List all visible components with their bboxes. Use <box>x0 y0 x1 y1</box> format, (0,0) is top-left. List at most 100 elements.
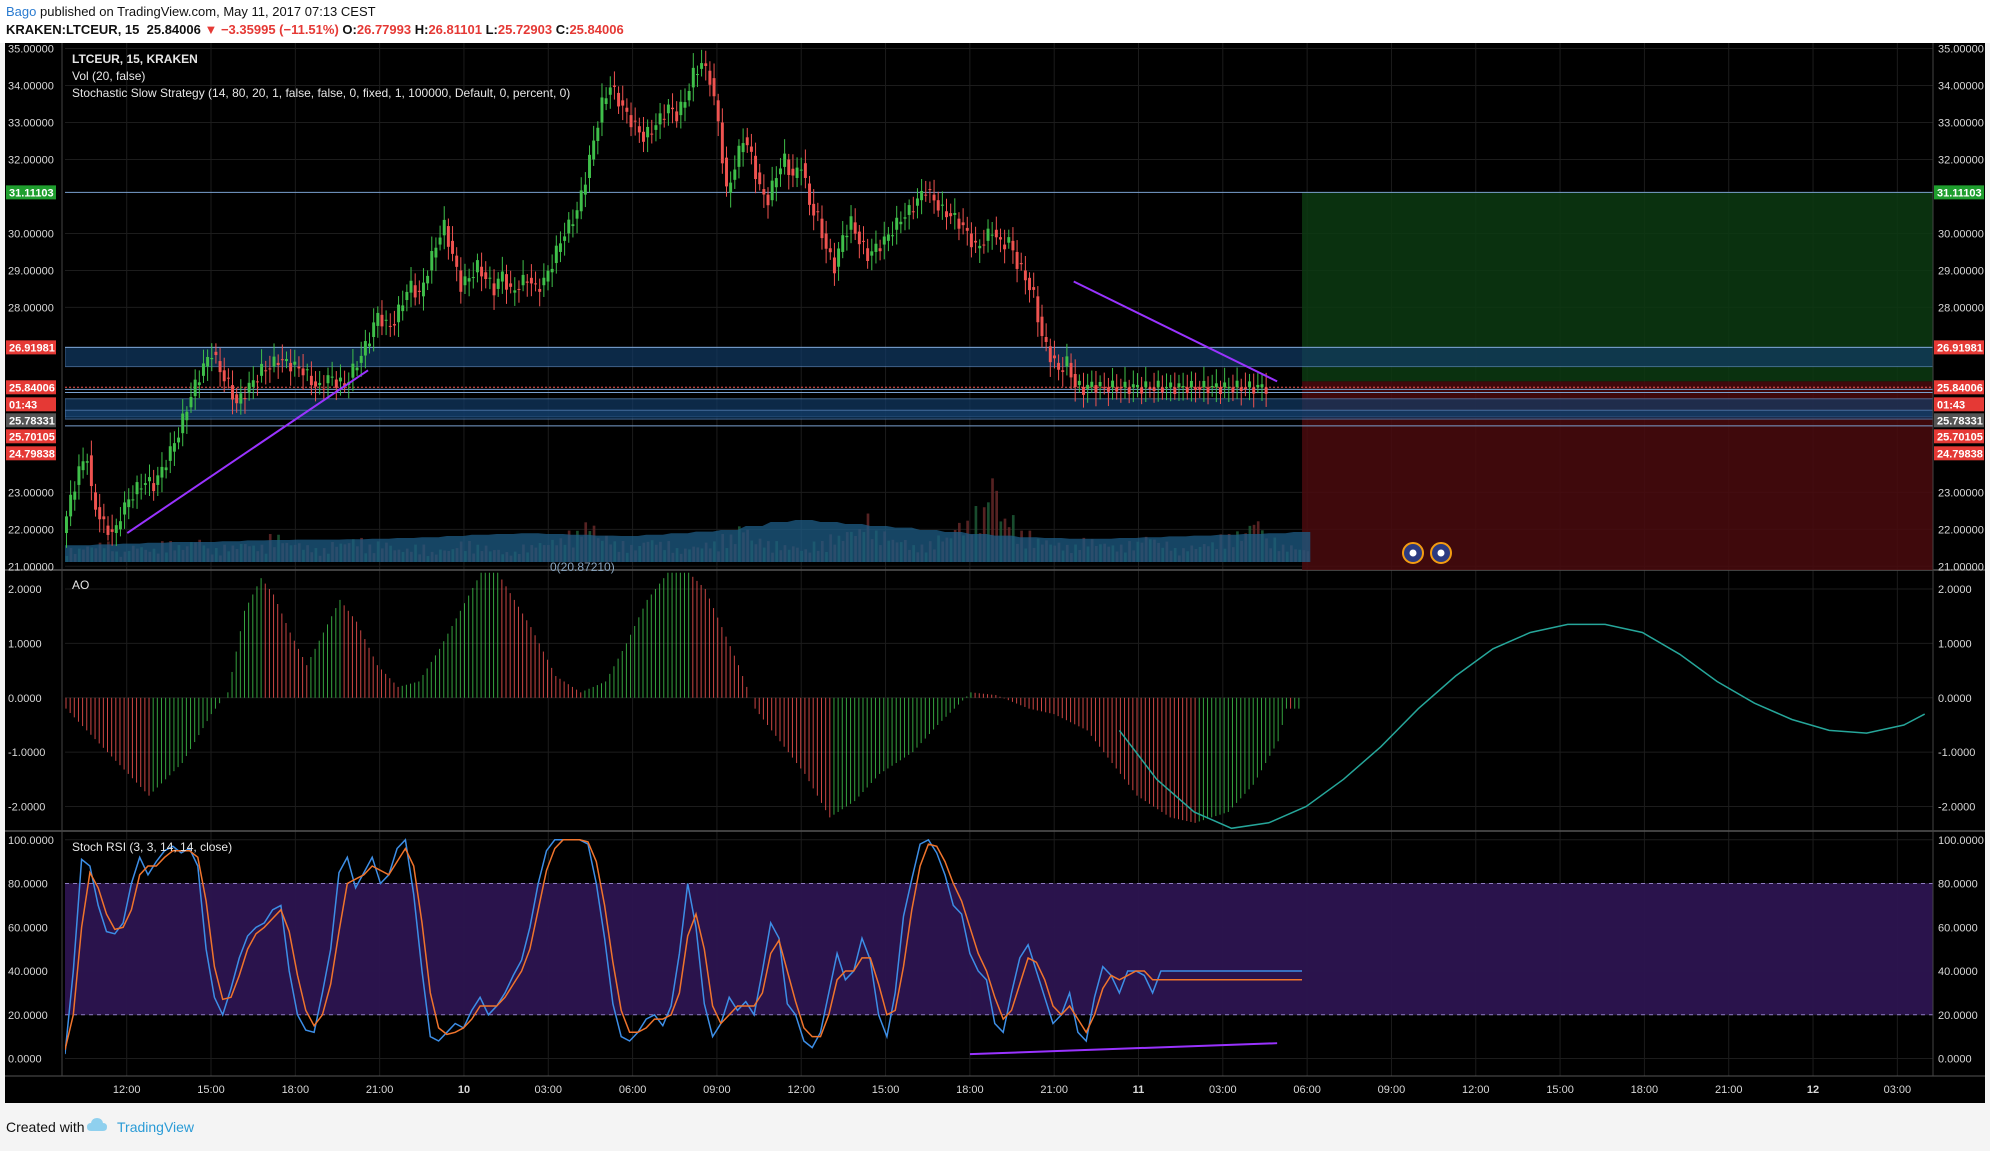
axis-tick-label-right: 23.00000 <box>1938 487 1984 499</box>
candle-body <box>65 516 68 534</box>
candle-body <box>197 382 201 386</box>
candle-body <box>426 275 430 284</box>
candle-body <box>434 247 438 258</box>
candle-body <box>276 362 280 366</box>
candle-body <box>181 413 185 434</box>
candle-body <box>1185 387 1189 394</box>
candle-body <box>446 226 450 247</box>
tradingview-cloud-icon <box>87 1118 107 1131</box>
alert-icon-dot <box>1409 549 1417 557</box>
candle-body <box>774 178 778 188</box>
candle-body <box>816 211 820 213</box>
candle-body <box>463 276 467 286</box>
x-axis-tick-label: 09:00 <box>703 1084 731 1096</box>
candle-body <box>218 361 222 373</box>
candle-body <box>778 168 782 175</box>
axis-tick-label-left: 30.00000 <box>8 228 54 240</box>
price-badge-right <box>1934 185 1984 200</box>
candle-body <box>1169 382 1173 388</box>
last-price: 25.84006 <box>146 22 201 37</box>
legend-volume: Vol (20, false) <box>72 69 145 83</box>
candle-body <box>293 361 297 365</box>
candle-body <box>675 111 679 122</box>
candle-body <box>1048 346 1052 363</box>
candle-body <box>754 155 758 180</box>
open-label: O: <box>342 22 357 37</box>
candle-body <box>172 443 176 452</box>
candle-body <box>1127 387 1131 394</box>
candle-body <box>803 163 807 178</box>
candle-body <box>442 219 446 236</box>
candle-body <box>575 210 579 219</box>
candle-body <box>301 368 305 376</box>
candle-body <box>517 288 521 290</box>
alert-icons[interactable] <box>1402 542 1452 564</box>
stoch-band-fill <box>65 883 1933 1015</box>
legend-strategy: Stochastic Slow Strategy (14, 80, 20, 1,… <box>72 86 570 100</box>
price-badge-right <box>1934 413 1984 428</box>
horizontal-band <box>65 409 1933 420</box>
candle-body <box>1023 270 1027 281</box>
candle-body <box>322 388 326 390</box>
candle-body <box>662 118 666 120</box>
author-link[interactable]: Bago <box>6 4 37 19</box>
candle-body <box>421 282 425 297</box>
candle-body <box>368 343 371 347</box>
candle-body <box>1082 386 1085 395</box>
legend-symbol: LTCEUR, 15, KRAKEN <box>72 52 198 66</box>
candle-body <box>73 491 77 500</box>
candle-body <box>554 245 558 264</box>
candle-body <box>650 133 654 135</box>
candle-body <box>928 189 932 191</box>
candle-body <box>546 270 550 282</box>
legend-ao: AO <box>72 578 89 592</box>
candle-body <box>384 319 388 321</box>
axis-tick-label-right: 21.00000 <box>1938 561 1984 573</box>
candle-body <box>1248 381 1252 388</box>
candle-body <box>251 380 255 387</box>
candle-body <box>1003 244 1007 250</box>
candle-body <box>604 98 608 105</box>
price-badge-text-left: 24.79838 <box>9 448 55 460</box>
candle-body <box>1239 387 1243 392</box>
candle-body <box>231 385 234 400</box>
candle-body <box>1119 387 1123 389</box>
axis-tick-label-left: 34.00000 <box>8 81 54 93</box>
candle-body <box>1264 387 1268 394</box>
candle-body <box>1131 384 1135 388</box>
axis-tick-label-left: 40.0000 <box>8 966 48 978</box>
trendline <box>126 369 369 534</box>
candle-body <box>1140 387 1144 394</box>
candle-body <box>280 359 284 361</box>
candle-body <box>712 78 716 97</box>
candle-body <box>886 234 890 241</box>
ohlc-line: KRAKEN:LTCEUR, 15 25.84006 ▼ −3.35995 (−… <box>6 22 624 37</box>
candle-body <box>226 377 230 379</box>
candle-body <box>1019 263 1023 265</box>
candle-body <box>521 274 525 286</box>
candle-body <box>982 244 986 246</box>
candle-body <box>513 290 517 293</box>
candle-body <box>1227 387 1231 389</box>
candle-body <box>1198 387 1202 391</box>
horizontal-band <box>65 346 1933 368</box>
candle-body <box>1036 296 1040 323</box>
candle-body <box>397 304 401 323</box>
chart-svg[interactable]: 35.00000 35.00000 34.00000 34.00000 33.00000… <box>5 43 1985 1103</box>
candlestick-series <box>65 49 1268 548</box>
candle-body <box>994 229 998 238</box>
chart-area[interactable]: 35.00000 35.00000 34.00000 34.00000 33.00000… <box>5 43 1985 1103</box>
low-label: L: <box>485 22 498 37</box>
candle-body <box>1206 387 1210 394</box>
candle-body <box>1073 373 1077 388</box>
legend-stoch-rsi: Stoch RSI (3, 3, 14, 14, close) <box>72 840 232 854</box>
volume-bar <box>991 478 994 562</box>
candle-body <box>143 483 147 485</box>
high-label: H: <box>414 22 429 37</box>
candle-body <box>1165 387 1168 389</box>
candle-body <box>193 379 197 397</box>
candle-body <box>666 104 670 114</box>
candle-body <box>135 482 139 495</box>
candle-body <box>123 502 127 515</box>
tradingview-brand-link[interactable]: TradingView <box>117 1119 195 1135</box>
